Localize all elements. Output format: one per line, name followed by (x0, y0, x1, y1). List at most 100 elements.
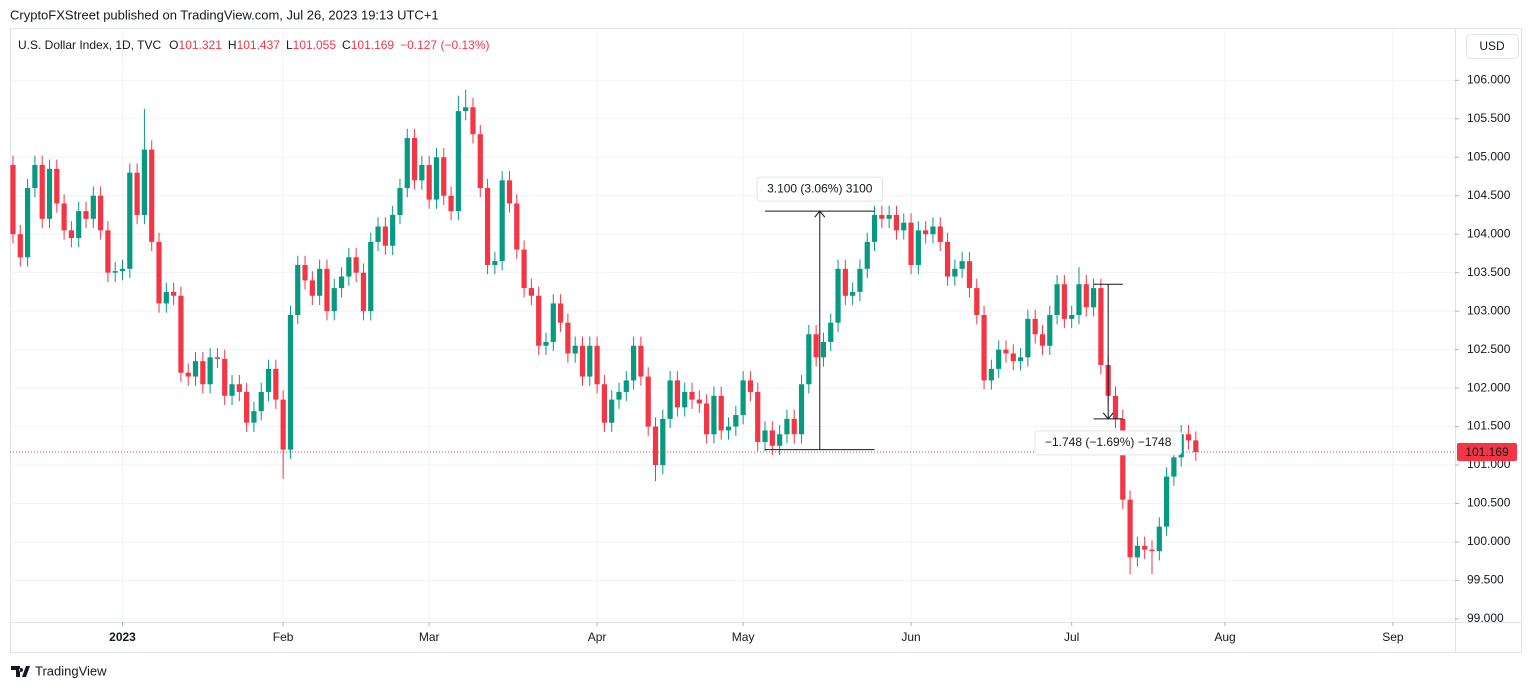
candle-body (937, 226, 943, 242)
candle-body (484, 188, 491, 265)
chart-frame (10, 28, 1522, 653)
candle-body (857, 268, 863, 292)
candle-body (214, 357, 221, 359)
candle-body (229, 384, 235, 396)
candle-body (813, 334, 819, 358)
candle-body (119, 268, 126, 272)
candle-body (966, 261, 973, 289)
candle-body (441, 157, 447, 196)
candle-body (317, 268, 323, 296)
candle-body (565, 322, 571, 354)
candle-body (733, 415, 739, 427)
candle-body (105, 230, 111, 273)
candle-body (163, 291, 169, 304)
candle-body (331, 288, 337, 312)
candle-body (258, 391, 264, 412)
candle-body (360, 272, 367, 312)
candle-body (543, 341, 549, 346)
candle-body (309, 280, 315, 296)
ohlc-key: O (169, 38, 178, 52)
y-tick-label: 104.500 (1467, 188, 1511, 202)
candle-body (1076, 284, 1082, 315)
candle-body (915, 230, 921, 265)
candle-body (346, 257, 352, 277)
candle-body (587, 345, 593, 377)
candle-body (280, 399, 286, 450)
candle-body (711, 395, 717, 435)
candle-body (1156, 526, 1162, 552)
candle-body (1120, 418, 1126, 500)
candle-body (959, 261, 965, 269)
candle-body (112, 271, 118, 273)
y-tick-label: 104.000 (1467, 226, 1511, 240)
candle-body (893, 214, 900, 231)
candle-body (1193, 440, 1199, 453)
y-tick-label: 102.500 (1467, 342, 1511, 356)
candle-body (791, 418, 797, 435)
y-tick-label: 100.000 (1467, 534, 1511, 548)
candle-body (864, 241, 870, 269)
candle-body (886, 214, 892, 219)
candle-body (287, 314, 294, 450)
candle-body (820, 341, 827, 358)
candle-body (557, 303, 564, 323)
candle-body (1171, 457, 1177, 477)
candle-body (324, 268, 330, 312)
candle-body (68, 230, 75, 239)
candle-body (426, 164, 432, 200)
candle-body (433, 157, 440, 200)
candle-body (295, 264, 301, 315)
measure-label: 3.100 (3.06%) 3100 (767, 181, 873, 195)
candle-body (923, 230, 929, 235)
candle-body (988, 368, 994, 381)
candle-body (192, 361, 199, 377)
y-tick-label: 101.500 (1467, 419, 1511, 433)
candle-body (419, 164, 425, 181)
y-tick-label: 103.000 (1467, 303, 1511, 317)
candle-body (1098, 288, 1104, 366)
candle-body (784, 418, 790, 435)
currency-button[interactable] (1466, 34, 1519, 59)
candle-body (835, 268, 841, 323)
currency-label[interactable]: USD (1479, 39, 1505, 53)
ohlc-value: 101.321 (179, 38, 223, 52)
last-price-box (1457, 443, 1517, 462)
last-price-label: 101.169 (1465, 445, 1509, 459)
candle-body (10, 164, 16, 235)
candle-body (1003, 349, 1009, 354)
candle-body (704, 403, 710, 435)
x-tick-label: Sep (1382, 630, 1404, 644)
candle-body (1149, 549, 1155, 552)
candle-body (871, 214, 878, 242)
candle-body (1054, 284, 1060, 315)
candle-body (506, 180, 513, 204)
candle-body (828, 322, 834, 342)
candle-body (207, 357, 213, 385)
candle-body (1017, 357, 1024, 362)
candle-body (244, 391, 250, 423)
measure-label: −1.748 (−1.69%) −1748 (1045, 435, 1172, 449)
candle-body (652, 426, 659, 466)
candle-body (251, 411, 257, 423)
overlay: 101.169 3.100 (3.06%) 3100 −1.748 (−1.69%)… (10, 176, 1517, 462)
candle-body (901, 222, 907, 231)
candle-body (1061, 284, 1067, 319)
candle-body (645, 376, 651, 427)
candle-body (850, 291, 856, 296)
candle-body (222, 358, 228, 396)
candle-body (762, 430, 768, 442)
tradingview-logo (11, 666, 30, 677)
candle-body (747, 380, 754, 392)
candle-body (682, 391, 688, 408)
x-tick-label: 2023 (109, 630, 136, 644)
published-line: CryptoFXStreet published on TradingView.… (10, 7, 439, 22)
candle-body (798, 384, 805, 435)
candle-body (769, 430, 775, 446)
candle-body (273, 368, 279, 400)
candle-body (54, 168, 60, 204)
candle-body (411, 138, 418, 181)
candle-body (908, 222, 914, 265)
candle-body (1134, 545, 1140, 558)
candle-body (740, 380, 746, 416)
